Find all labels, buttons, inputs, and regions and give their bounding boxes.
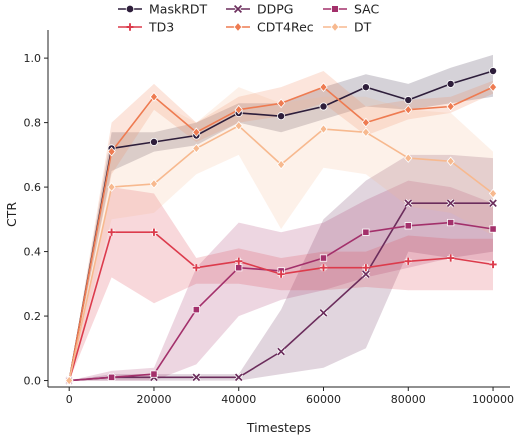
point-2-6	[319, 254, 328, 262]
point-3-4	[235, 257, 243, 265]
point-4-4	[234, 104, 243, 115]
point-0-8	[404, 96, 413, 105]
legend-label-5: DT	[354, 20, 372, 35]
legend-marker-4	[233, 21, 243, 33]
x-tick-label-0: 0	[66, 393, 73, 406]
y-axis-title: CTR	[4, 202, 19, 227]
point-3-6	[319, 264, 328, 272]
band-0	[69, 54, 493, 381]
legend-label-0: MaskRDT	[149, 2, 208, 17]
point-3-5	[277, 270, 285, 278]
point-5-0	[65, 375, 74, 386]
point-4-9	[446, 101, 455, 112]
point-5-7	[361, 127, 371, 138]
x-tick-label-3: 60000	[306, 393, 341, 406]
point-4-3	[192, 127, 201, 138]
point-5-10	[488, 188, 498, 199]
point-0-6	[319, 102, 328, 111]
point-1-3	[191, 372, 201, 382]
band-1	[69, 154, 493, 381]
point-3-2	[150, 228, 158, 236]
x-tick-label-4: 80000	[391, 393, 426, 406]
y-tick-label-5: 1.0	[24, 52, 42, 65]
legend-entry-4: CDT4Rec	[226, 20, 314, 35]
legend-entry-3: TD3	[118, 20, 174, 35]
point-3-10	[489, 260, 497, 269]
band-5	[69, 87, 493, 381]
point-3-7	[362, 264, 370, 272]
legend: MaskRDT DDPG SAC TD3 CDT4Rec DT	[118, 2, 379, 35]
point-3-1	[107, 228, 116, 236]
point-5-9	[446, 156, 455, 167]
y-tick-label-4: 0.8	[24, 117, 42, 130]
y-tick-label-0: 0.0	[24, 375, 42, 388]
legend-label-2: SAC	[354, 2, 379, 17]
point-2-1	[107, 373, 116, 381]
x-tick-label-1: 20000	[136, 393, 171, 406]
point-1-4	[234, 372, 244, 382]
point-0-5	[277, 112, 286, 121]
x-tick-label-5: 100000	[472, 393, 514, 406]
point-2-4	[235, 264, 243, 272]
point-0-10	[489, 67, 498, 76]
series-markers	[64, 67, 498, 386]
point-2-9	[447, 218, 455, 227]
x-axis-title: Timesteps	[246, 420, 311, 435]
point-4-6	[319, 82, 328, 92]
point-2-3	[192, 306, 200, 314]
legend-entry-1: DDPG	[226, 2, 293, 17]
y-tick-label-3: 0.6	[24, 181, 42, 194]
point-1-6	[319, 308, 328, 318]
point-1-8	[403, 198, 413, 208]
point-5-2	[149, 179, 159, 189]
legend-marker-1	[233, 4, 243, 14]
y-tick-label-2: 0.4	[24, 246, 42, 259]
point-5-4	[234, 121, 243, 131]
point-0-2	[149, 137, 158, 146]
legend-marker-3	[126, 23, 134, 31]
point-0-7	[361, 83, 370, 92]
legend-marker-5	[330, 21, 340, 33]
point-5-3	[192, 143, 201, 154]
legend-marker-0	[125, 4, 135, 14]
point-3-3	[192, 264, 200, 272]
point-1-5	[276, 347, 286, 356]
legend-entry-0: MaskRDT	[118, 2, 208, 17]
legend-marker-2	[331, 5, 339, 13]
legend-entry-5: DT	[323, 20, 372, 35]
point-1-7	[361, 269, 371, 279]
point-3-8	[404, 257, 412, 265]
point-5-8	[404, 153, 413, 163]
point-2-2	[150, 370, 158, 378]
point-4-10	[488, 82, 498, 92]
band-3	[69, 187, 493, 381]
point-4-8	[404, 104, 413, 115]
y-tick-label-1: 0.2	[24, 310, 42, 323]
point-5-5	[276, 159, 286, 170]
point-5-1	[107, 182, 116, 192]
point-4-1	[107, 146, 116, 157]
point-1-10	[488, 198, 498, 208]
point-2-8	[404, 222, 412, 230]
point-2-7	[362, 228, 370, 236]
point-4-2	[149, 91, 159, 102]
legend-label-4: CDT4Rec	[257, 20, 314, 35]
axes: 0 20000 40000 60000 80000 100000 0.0 0.2 0.4 0.6 0…	[24, 30, 514, 406]
legend-label-1: DDPG	[257, 2, 293, 17]
legend-entry-2: SAC	[323, 2, 379, 17]
point-2-10	[489, 225, 497, 233]
x-tick-label-2: 40000	[221, 393, 256, 406]
point-0-9	[446, 79, 455, 88]
point-1-9	[446, 198, 456, 208]
point-3-9	[447, 254, 455, 262]
point-4-5	[276, 98, 286, 109]
point-4-7	[361, 117, 371, 128]
legend-label-3: TD3	[148, 20, 174, 35]
band-2	[69, 180, 493, 381]
point-5-6	[319, 124, 328, 134]
